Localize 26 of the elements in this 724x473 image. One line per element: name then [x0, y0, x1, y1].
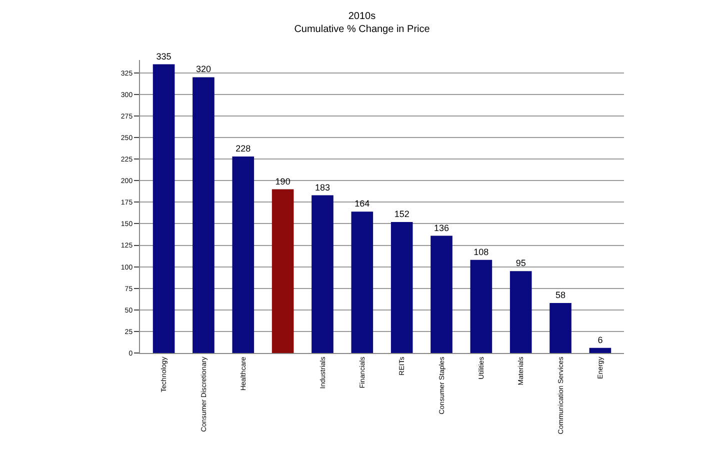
chart-title: 2010s [348, 10, 376, 22]
data-label: 190 [275, 176, 290, 186]
bar [351, 212, 374, 353]
bar [589, 348, 612, 353]
bar [192, 77, 214, 353]
data-label: 152 [394, 209, 410, 220]
data-label: 108 [474, 246, 489, 257]
bar [390, 222, 413, 353]
chart-subtitle: Cumulative % Change in Price [294, 24, 430, 35]
data-label: 228 [236, 144, 251, 154]
data-label: 183 [314, 182, 330, 192]
data-label: 6 [598, 334, 603, 345]
bar [152, 64, 175, 353]
data-label: 95 [516, 258, 526, 268]
bar [550, 303, 572, 353]
bar [312, 195, 334, 353]
bar [470, 260, 492, 353]
data-label: 58 [556, 290, 566, 300]
data-label: 320 [196, 64, 211, 74]
bar [510, 271, 532, 353]
data-label: 335 [156, 51, 172, 62]
bar [232, 156, 254, 353]
data-label: 136 [434, 222, 450, 233]
data-label: 164 [354, 198, 370, 209]
bar [272, 189, 294, 353]
bar [430, 236, 452, 353]
